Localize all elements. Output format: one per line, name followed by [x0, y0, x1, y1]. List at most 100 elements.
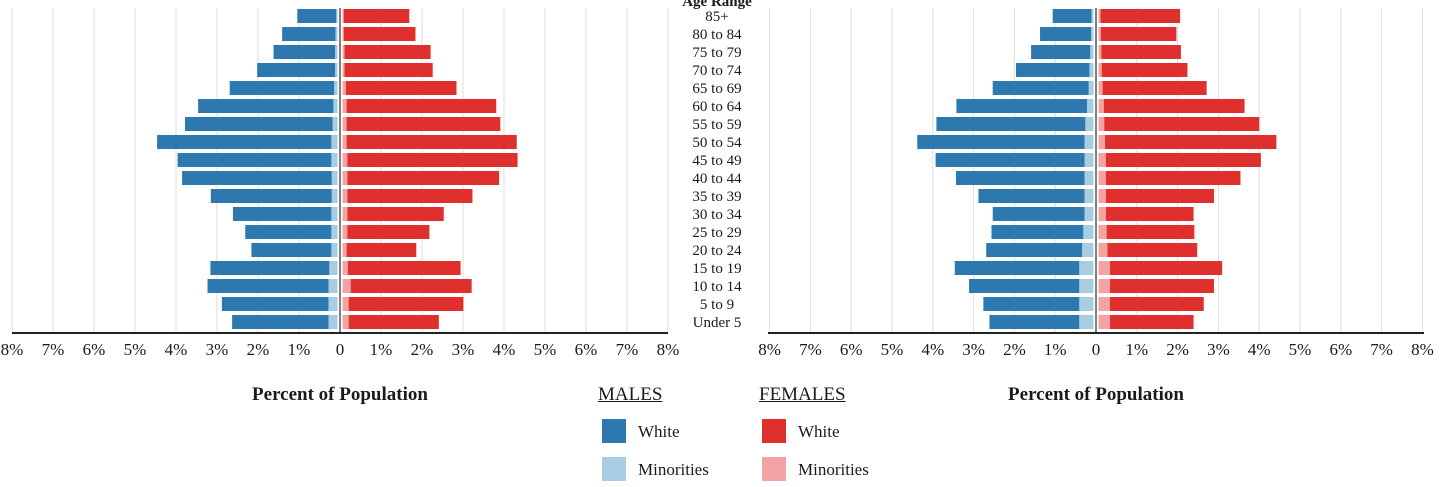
x-tick-label: 5%: [124, 340, 147, 359]
bar-male-minorities: [1089, 63, 1094, 77]
bar-female-white: [347, 171, 500, 185]
bar-male-white: [935, 153, 1085, 167]
bar-male-white: [257, 63, 336, 77]
bar-male-white: [956, 171, 1085, 185]
bar-female-minorities: [342, 27, 344, 41]
bar-female-white: [346, 135, 517, 149]
bar-female-minorities: [1098, 207, 1106, 221]
bar-female-white: [1104, 117, 1260, 131]
bar-female-white: [348, 297, 464, 311]
age-range-label: 65 to 69: [692, 81, 741, 97]
bar-female-minorities: [1098, 189, 1106, 203]
bar-female-white: [1105, 171, 1241, 185]
bar-male-minorities: [333, 99, 338, 113]
x-tick-label: 8%: [758, 340, 781, 359]
x-tick-label: 2%: [247, 340, 270, 359]
bar-male-white: [210, 189, 332, 203]
legend-male-white-swatch: [602, 419, 626, 443]
bar-female-white: [1109, 279, 1214, 293]
bar-male-minorities: [1079, 297, 1094, 311]
x-tick-label: 3%: [452, 340, 475, 359]
bar-female-white: [348, 315, 439, 329]
age-range-label: 55 to 59: [692, 117, 741, 133]
bar-male-white: [177, 153, 332, 167]
bar-female-minorities: [1098, 171, 1106, 185]
bar-female-minorities: [1098, 297, 1110, 311]
x-tick-label: 5%: [1289, 340, 1312, 359]
bar-male-white: [992, 81, 1089, 95]
bar-male-minorities: [331, 171, 338, 185]
bar-female-white: [1105, 207, 1194, 221]
bar-male-minorities: [1079, 261, 1094, 275]
age-range-label: Under 5: [693, 315, 742, 331]
legend-males-title: MALES: [598, 384, 663, 405]
age-range-label: 15 to 19: [692, 261, 741, 277]
bar-female-white: [1109, 297, 1204, 311]
bar-male-minorities: [336, 9, 338, 23]
bar-male-minorities: [328, 297, 338, 311]
bar-male-minorities: [331, 225, 338, 239]
bar-female-white: [1100, 9, 1181, 23]
x-tick-label: 8%: [657, 340, 680, 359]
bar-male-white: [232, 315, 329, 329]
bar-male-minorities: [328, 315, 338, 329]
bar-male-minorities: [331, 189, 338, 203]
bar-male-minorities: [1090, 45, 1094, 59]
age-range-label: 30 to 34: [692, 207, 742, 223]
x-tick-label: 3%: [206, 340, 229, 359]
bar-female-minorities: [342, 45, 345, 59]
bar-female-white: [1102, 81, 1207, 95]
bar-male-minorities: [1083, 225, 1094, 239]
bar-female-minorities: [1098, 315, 1110, 329]
bar-female-white: [1105, 135, 1277, 149]
bar-male-white: [969, 279, 1080, 293]
bar-male-white: [986, 243, 1083, 257]
age-range-label: 40 to 44: [692, 171, 742, 187]
bar-male-white: [282, 27, 336, 41]
bar-male-white: [184, 117, 333, 131]
bar-male-minorities: [331, 207, 338, 221]
bar-female-minorities: [1098, 153, 1106, 167]
bar-male-minorities: [1086, 99, 1094, 113]
legend-female-minorities-label: Minorities: [798, 460, 869, 479]
x-tick-label: 2%: [1166, 340, 1189, 359]
x-axis-title: Percent of Population: [252, 384, 428, 405]
legend-females-title: FEMALES: [759, 384, 846, 405]
bar-male-minorities: [1079, 315, 1094, 329]
x-tick-label: 2%: [1003, 340, 1026, 359]
bar-female-white: [346, 243, 417, 257]
age-range-label: 20 to 24: [692, 243, 742, 259]
x-tick-label: 1%: [370, 340, 393, 359]
bar-female-white: [1107, 243, 1198, 257]
bar-male-white: [954, 261, 1080, 275]
legend-female-minorities-swatch: [762, 457, 786, 481]
bar-male-minorities: [334, 81, 338, 95]
x-tick-label: 8%: [1411, 340, 1434, 359]
x-tick-label: 2%: [411, 340, 434, 359]
bar-female-white: [347, 189, 473, 203]
bar-female-minorities: [342, 189, 348, 203]
bar-female-white: [1105, 189, 1214, 203]
bar-male-white: [251, 243, 332, 257]
bar-female-minorities: [342, 261, 348, 275]
x-axis-title: Percent of Population: [1008, 384, 1184, 405]
bar-male-white: [245, 225, 332, 239]
bar-male-white: [983, 297, 1080, 311]
bar-male-white: [232, 207, 332, 221]
bar-male-minorities: [1082, 243, 1094, 257]
legend: MALES FEMALES White White Minorities Min…: [598, 382, 898, 482]
bar-male-minorities: [1091, 27, 1094, 41]
bar-female-minorities: [1098, 45, 1102, 59]
bar-male-white: [207, 279, 329, 293]
x-tick-label: 1%: [288, 340, 311, 359]
age-range-label: 5 to 9: [700, 297, 734, 313]
bar-female-minorities: [342, 279, 351, 293]
x-tick-label: 5%: [881, 340, 904, 359]
bar-female-minorities: [1098, 117, 1105, 131]
x-tick-label: 6%: [575, 340, 598, 359]
bar-female-minorities: [1098, 81, 1103, 95]
bar-female-minorities: [342, 171, 348, 185]
bar-female-white: [1100, 27, 1177, 41]
bar-female-minorities: [342, 225, 348, 239]
